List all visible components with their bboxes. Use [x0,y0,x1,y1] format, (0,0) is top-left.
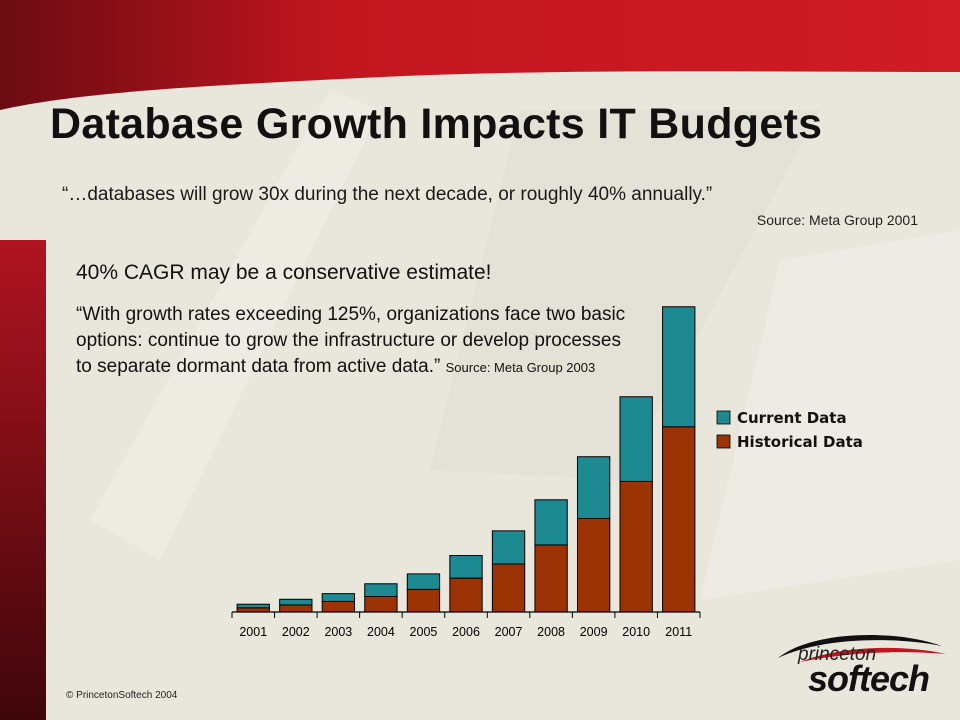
bar-2006-current [449,555,483,579]
source-2001: Source: Meta Group 2001 [756,212,918,228]
bar-2009-current [576,456,611,519]
bar-2008-current [534,499,568,546]
bar-2006-historical [449,577,483,613]
source-2003: Source: Meta Group 2003 [445,360,596,375]
top-red-band [0,0,960,110]
logo-text-softech: softech [808,658,930,699]
x-tick-label-2005: 2005 [410,625,438,639]
bar-2005-historical [406,588,441,613]
legend-label-current: Current Data [737,409,847,427]
bar-2004-current [364,583,398,597]
bar-2002-current [279,598,313,606]
chart-legend: Current Data Historical Data [716,409,863,451]
x-tick-label-2008: 2008 [537,625,565,639]
page-title: Database Growth Impacts IT Budgets [50,100,823,148]
bar-2009-historical [576,517,611,613]
bar-2010-current [619,396,653,482]
bar-2011-current [662,306,696,428]
legend-swatch-historical [716,434,731,449]
bar-2003-current [321,593,356,602]
logo-text-princeton: princeton [798,644,877,665]
x-tick-label-2006: 2006 [452,625,480,639]
meta-group-quote-2003: “With growth rates exceeding 125%, organ… [76,302,636,381]
chart-bars [236,306,696,613]
copyright-text: © PrincetonSoftech 2004 [66,690,178,701]
chart-x-axis: 2001 2002 2003 2004 2005 2006 2007 2008 2009 2010… [231,611,701,639]
x-tick-label-2007: 2007 [495,625,523,639]
x-tick-label-2004: 2004 [367,625,395,639]
bar-2005-current [406,573,441,590]
princeton-softech-logo: princeton softech [770,628,950,699]
x-tick-label-2011: 2011 [665,625,692,639]
bar-2007-historical [491,563,526,613]
logo-swoosh-icon [778,634,946,662]
bar-2001-historical [236,607,270,613]
x-tick-label-2009: 2009 [580,625,608,639]
legend-label-historical: Historical Data [737,433,863,451]
x-tick-label-2010: 2010 [622,625,650,639]
bar-2010-historical [619,480,653,613]
bar-2004-historical [364,595,398,613]
bar-2008-historical [534,544,568,613]
x-tick-label-2001: 2001 [239,625,267,639]
quote-2003-text: “With growth rates exceeding 125%, organ… [76,304,626,377]
bar-2001-current [236,603,270,609]
bar-2011-historical [662,426,696,613]
legend-swatch-current [716,410,731,425]
bar-2007-current [491,530,526,565]
x-tick-label-2003: 2003 [324,625,352,639]
cagr-subheading: 40% CAGR may be a conservative estimate! [76,261,492,284]
bar-2003-historical [321,600,356,613]
bar-2002-historical [279,604,313,613]
left-red-bar [0,240,46,720]
meta-group-quote-2001: “…databases will grow 30x during the nex… [62,184,713,205]
x-tick-label-2002: 2002 [282,625,310,639]
